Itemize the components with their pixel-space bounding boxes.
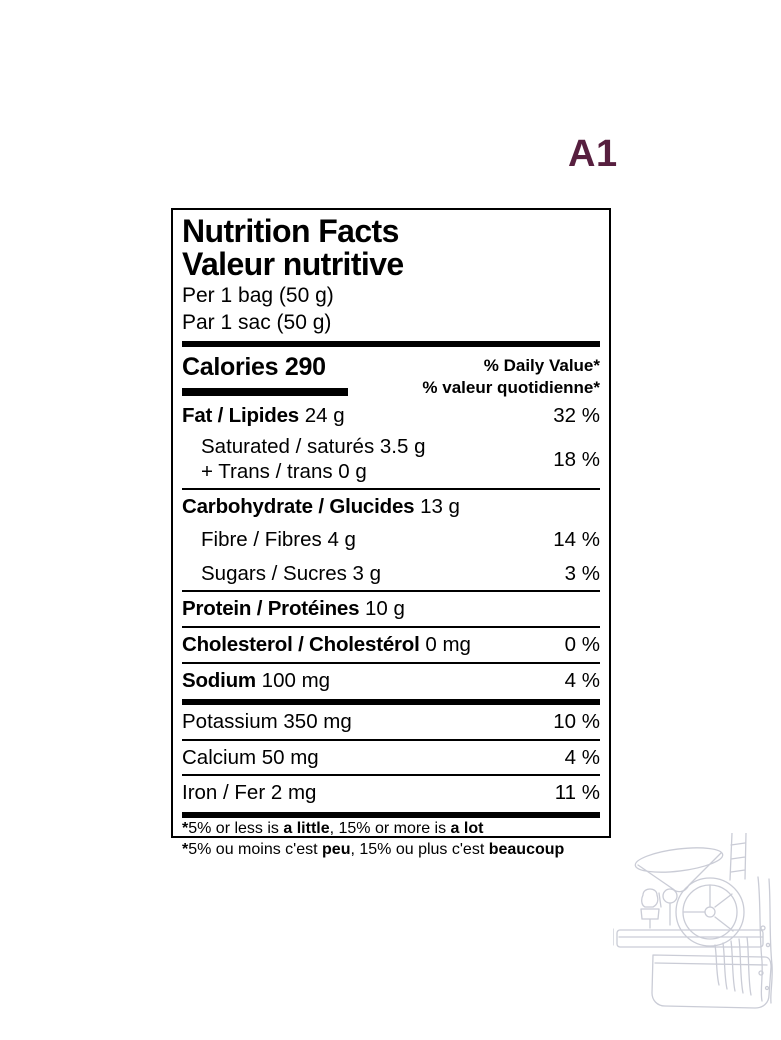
- title-en: Nutrition Facts: [182, 213, 399, 249]
- row-sodium: Sodium 100 mg 4 %: [182, 668, 600, 692]
- calories-underline: [182, 387, 348, 396]
- divider-thick: [182, 811, 600, 818]
- divider-thin: [182, 774, 600, 777]
- footnote-en: *5% or less is a little, 15% or more is …: [182, 819, 484, 837]
- row-fat: Fat / Lipides 24 g 32 %: [182, 403, 600, 427]
- nutrition-facts-label: Nutrition Facts Valeur nutritive Per 1 b…: [171, 208, 611, 858]
- title-fr: Valeur nutritive: [182, 246, 404, 283]
- row-sugars: Sugars / Sucres 3 g 3 %: [201, 561, 600, 585]
- divider-thin: [182, 590, 600, 593]
- divider-thick: [182, 699, 600, 706]
- divider-thick: [182, 340, 600, 347]
- sugars-dv: 3 %: [564, 561, 600, 585]
- row-cholesterol: Cholesterol / Cholestérol 0 mg 0 %: [182, 632, 600, 656]
- iron-dv: 11 %: [554, 781, 600, 805]
- row-carbohydrate: Carbohydrate / Glucides 13 g: [182, 494, 460, 518]
- serving-size-en: Per 1 bag (50 g): [182, 283, 334, 307]
- calories-row: Calories 290 % Daily Value* % valeur quo…: [182, 347, 600, 399]
- fibre-dv: 14 %: [553, 528, 600, 552]
- daily-value-header: % Daily Value* % valeur quotidienne*: [422, 353, 600, 399]
- calcium-dv: 4 %: [564, 745, 600, 769]
- daily-value-header-fr: % valeur quotidienne*: [422, 377, 600, 397]
- cholesterol-dv: 0 %: [564, 632, 600, 656]
- potassium-dv: 10 %: [553, 710, 600, 734]
- saturated-line: Saturated / saturés 3.5 g: [201, 435, 426, 459]
- calories-value: Calories 290: [182, 353, 348, 396]
- serving-size-fr: Par 1 sac (50 g): [182, 310, 332, 334]
- divider-thin: [182, 487, 600, 490]
- row-calcium: Calcium 50 mg 4 %: [182, 745, 600, 769]
- divider-thin: [182, 738, 600, 741]
- sodium-dv: 4 %: [564, 668, 600, 692]
- saturated-trans-dv: 18 %: [553, 447, 600, 471]
- fat-dv: 32 %: [553, 403, 600, 427]
- coffee-roaster-sketch: [613, 833, 773, 1009]
- daily-value-header-en: % Daily Value*: [483, 355, 600, 375]
- row-fibre: Fibre / Fibres 4 g 14 %: [201, 528, 600, 552]
- row-protein: Protein / Protéines 10 g: [182, 597, 405, 621]
- variant-tag: A1: [568, 133, 618, 175]
- footnote-fr: *5% ou moins c'est peu, 15% ou plus c'es…: [182, 840, 565, 858]
- divider-thin: [182, 625, 600, 628]
- row-iron: Iron / Fer 2 mg 11 %: [182, 781, 600, 805]
- row-saturated-trans: Saturated / saturés 3.5 g + Trans / tran…: [182, 432, 600, 487]
- row-potassium: Potassium 350 mg 10 %: [182, 710, 600, 734]
- divider-thin: [182, 661, 600, 664]
- trans-line: + Trans / trans 0 g: [201, 459, 367, 483]
